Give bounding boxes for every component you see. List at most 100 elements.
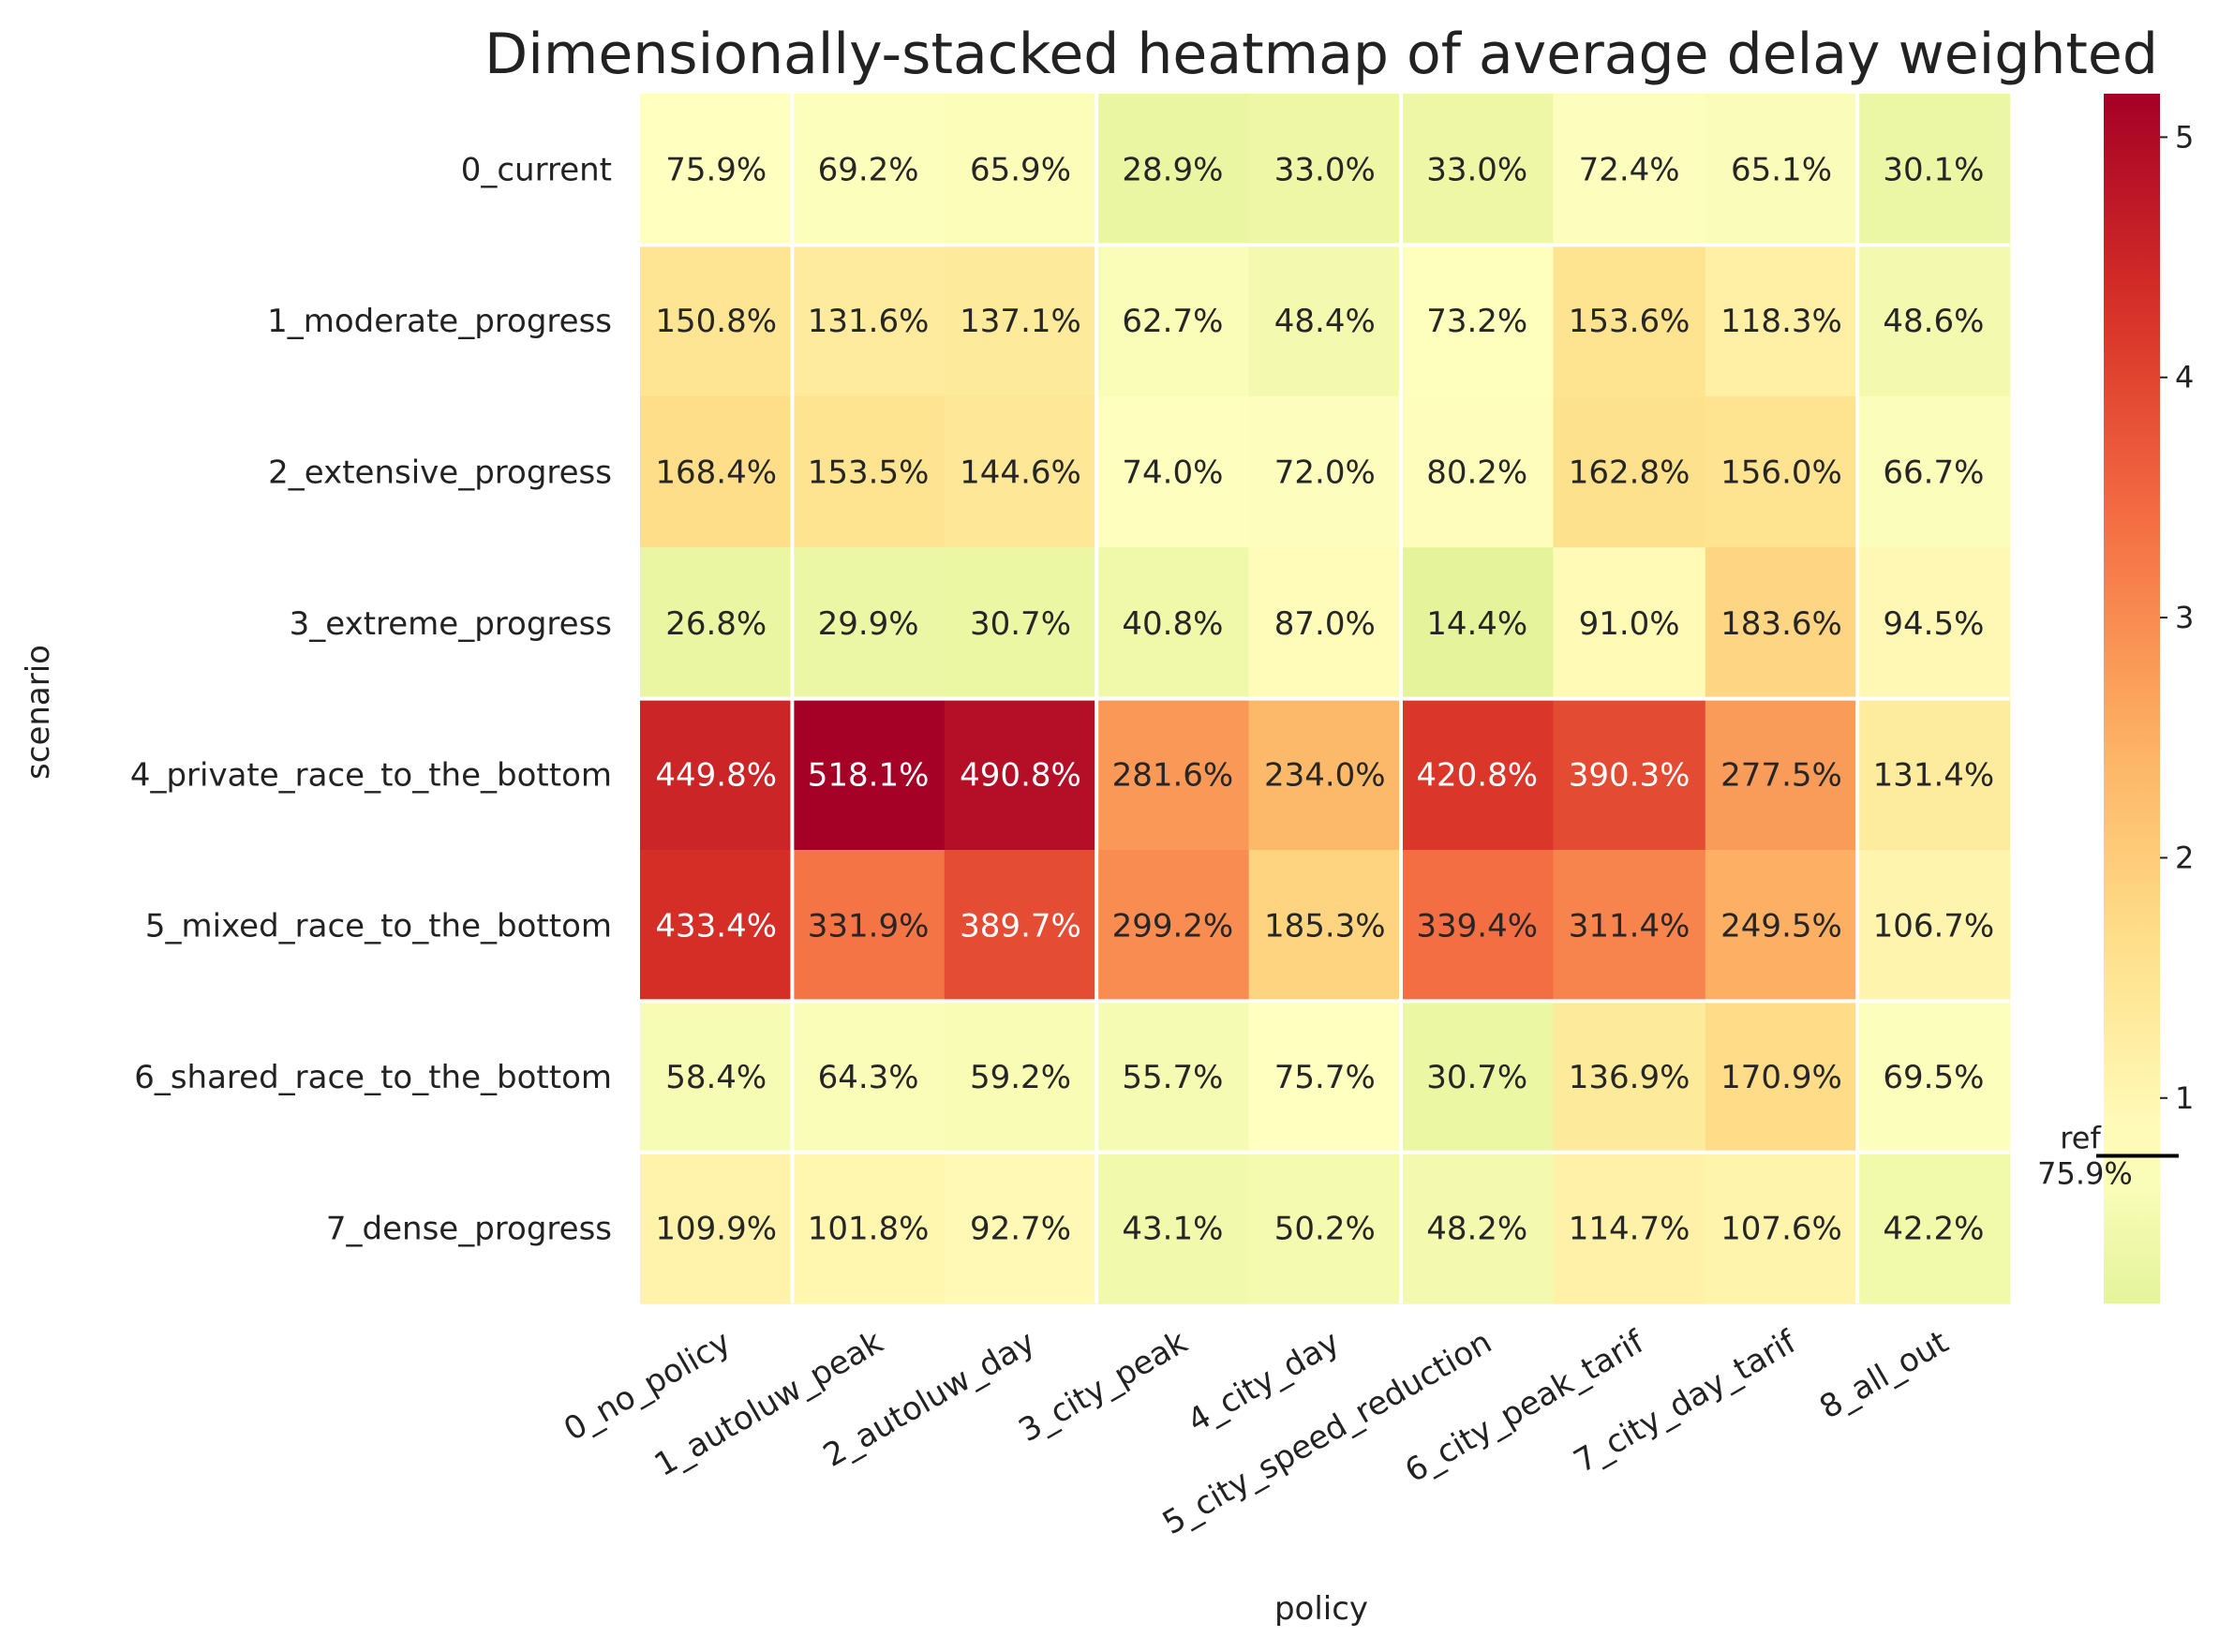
- cell-value-label: 131.6%: [808, 303, 930, 340]
- cell-value-label: 62.7%: [1122, 303, 1223, 340]
- y-tick-label: 0_current: [461, 152, 612, 189]
- heatmap-cell: [1096, 850, 1250, 1002]
- heatmap-cell: [944, 94, 1097, 246]
- heatmap-cell: [640, 850, 793, 1002]
- cell-value-label: 80.2%: [1426, 454, 1527, 492]
- colorbar-tick-label: 1: [2175, 1080, 2194, 1116]
- colorbar-tick-label: 5: [2175, 119, 2194, 155]
- cell-value-label: 72.0%: [1274, 454, 1376, 492]
- chart-title: Dimensionally-stacked heatmap of average…: [484, 22, 2158, 87]
- cell-value-label: 30.7%: [970, 605, 1071, 643]
- cell-value-label: 58.4%: [665, 1059, 767, 1096]
- heatmap-cell: [1553, 547, 1706, 700]
- colorbar: 1 2 3 4 5 ref 75.9%: [2037, 94, 2194, 1304]
- heatmap-cell: [1705, 94, 1858, 246]
- cell-value-label: 389.7%: [960, 908, 1081, 945]
- cell-value-label: 518.1%: [808, 756, 930, 794]
- heatmap-cell: [640, 245, 793, 397]
- heatmap-cell: [1248, 245, 1402, 397]
- heatmap-cell: [944, 850, 1097, 1002]
- heatmap-cell-labels: 75.9% 69.2% 65.9% 28.9% 33.0% 33.0% 72.4% 65.1%…: [655, 152, 1994, 1248]
- cell-value-label: 91.0%: [1579, 605, 1680, 643]
- heatmap-cell: [1705, 1152, 1858, 1304]
- x-axis-label: policy: [1274, 1590, 1368, 1628]
- heatmap-cell: [792, 1152, 946, 1304]
- cell-value-label: 150.8%: [655, 303, 777, 340]
- cell-value-label: 170.9%: [1720, 1059, 1842, 1096]
- heatmap-cell: [1096, 94, 1250, 246]
- heatmap-cell: [1857, 245, 2011, 397]
- cell-value-label: 65.9%: [970, 152, 1071, 189]
- cell-value-label: 390.3%: [1569, 756, 1690, 794]
- heatmap-cell: [1705, 547, 1858, 700]
- x-tick-label: 8_all_out: [1813, 1323, 1955, 1426]
- cell-value-label: 153.5%: [808, 454, 930, 492]
- cell-value-label: 94.5%: [1883, 605, 1984, 643]
- cell-value-label: 114.7%: [1569, 1211, 1690, 1248]
- cell-value-label: 234.0%: [1264, 756, 1386, 794]
- cell-value-label: 69.2%: [818, 152, 919, 189]
- heatmap-cell: [1705, 395, 1858, 548]
- cell-value-label: 66.7%: [1883, 454, 1984, 492]
- heatmap-cell: [1553, 698, 1706, 851]
- cell-value-label: 75.7%: [1274, 1059, 1376, 1096]
- cell-value-label: 72.4%: [1579, 152, 1680, 189]
- cell-value-label: 30.7%: [1426, 1059, 1527, 1096]
- heatmap-cell: [640, 547, 793, 700]
- cell-value-label: 101.8%: [808, 1211, 930, 1248]
- colorbar-ticks: 1 2 3 4 5: [2160, 119, 2194, 1116]
- group-separators: [640, 94, 2010, 1304]
- reference-label: ref: [2060, 1121, 2101, 1156]
- cell-value-label: 299.2%: [1112, 908, 1234, 945]
- heatmap-cell: [792, 94, 946, 246]
- cell-value-label: 281.6%: [1112, 756, 1234, 794]
- cell-value-label: 33.0%: [1426, 152, 1527, 189]
- heatmap-cell: [792, 698, 946, 851]
- heatmap-cell: [792, 245, 946, 397]
- heatmap-cell: [944, 698, 1097, 851]
- cell-value-label: 118.3%: [1720, 303, 1842, 340]
- cell-value-label: 168.4%: [655, 454, 777, 492]
- cell-value-label: 14.4%: [1426, 605, 1527, 643]
- heatmap-cell: [1401, 395, 1554, 548]
- cell-value-label: 55.7%: [1122, 1059, 1223, 1096]
- cell-value-label: 339.4%: [1416, 908, 1538, 945]
- heatmap-cell: [1553, 395, 1706, 548]
- heatmap-cell: [1248, 547, 1402, 700]
- heatmap-cell: [1553, 94, 1706, 246]
- cell-value-label: 48.4%: [1274, 303, 1376, 340]
- cell-value-label: 277.5%: [1720, 756, 1842, 794]
- cell-value-label: 153.6%: [1569, 303, 1690, 340]
- heatmap-cell: [1401, 698, 1554, 851]
- heatmap-cell: [640, 94, 793, 246]
- cell-value-label: 490.8%: [960, 756, 1081, 794]
- cell-value-label: 33.0%: [1274, 152, 1376, 189]
- cell-value-label: 449.8%: [655, 756, 777, 794]
- heatmap-cell: [1248, 94, 1402, 246]
- y-tick-label: 4_private_race_to_the_bottom: [130, 756, 612, 794]
- heatmap-cell: [1553, 1152, 1706, 1304]
- cell-value-label: 26.8%: [665, 605, 767, 643]
- heatmap-cell: [944, 1152, 1097, 1304]
- heatmap-cell: [1857, 94, 2011, 246]
- y-tick-label: 6_shared_race_to_the_bottom: [134, 1059, 612, 1096]
- cell-value-label: 109.9%: [655, 1211, 777, 1248]
- y-tick-label: 1_moderate_progress: [267, 303, 612, 340]
- heatmap-cell: [1096, 547, 1250, 700]
- heatmap-cell: [1705, 1001, 1858, 1153]
- cell-value-label: 136.9%: [1569, 1059, 1690, 1096]
- heatmap-cell: [640, 1152, 793, 1304]
- y-tick-labels: 0_current 1_moderate_progress 2_extensive_…: [130, 152, 612, 1248]
- heatmap-cell: [1096, 245, 1250, 397]
- cell-value-label: 74.0%: [1122, 454, 1223, 492]
- cell-value-label: 331.9%: [808, 908, 930, 945]
- heatmap-cell: [1401, 94, 1554, 246]
- colorbar-tick-label: 2: [2175, 840, 2194, 875]
- cell-value-label: 50.2%: [1274, 1211, 1376, 1248]
- y-tick-label: 5_mixed_race_to_the_bottom: [145, 908, 612, 945]
- cell-value-label: 137.1%: [960, 303, 1081, 340]
- heatmap-cell: [1705, 698, 1858, 851]
- cell-value-label: 59.2%: [970, 1059, 1071, 1096]
- cell-value-label: 311.4%: [1569, 908, 1690, 945]
- heatmap-cell: [1857, 395, 2011, 548]
